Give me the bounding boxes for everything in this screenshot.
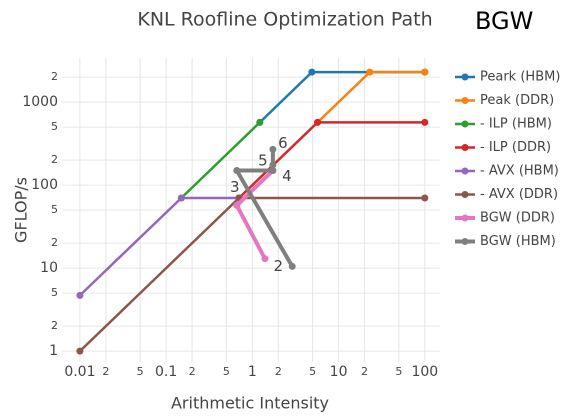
point xyxy=(366,68,374,76)
point xyxy=(421,194,429,202)
legend-label: Peak (DDR) xyxy=(480,93,554,108)
x-tick-label: 2 xyxy=(361,365,368,378)
series-line xyxy=(79,196,240,297)
x-tick-label: 1 xyxy=(248,364,257,380)
legend-label: - AVX (DDR) xyxy=(480,187,558,202)
point xyxy=(233,201,241,209)
legend-label: Peark (HBM) xyxy=(480,70,560,85)
x-tick-label: 0.1 xyxy=(155,364,177,380)
point-label: 2 xyxy=(273,257,283,275)
point xyxy=(233,167,241,175)
x-tick-label: 5 xyxy=(395,365,402,378)
x-tick-label: 5 xyxy=(223,365,230,378)
y-tick-label: 2 xyxy=(51,236,58,249)
legend-marker xyxy=(461,214,469,222)
legend-marker xyxy=(461,167,469,175)
legend-marker xyxy=(461,120,469,128)
point xyxy=(261,255,269,263)
point xyxy=(421,68,429,76)
point xyxy=(177,194,185,202)
x-tick-label: 2 xyxy=(189,365,196,378)
legend-marker xyxy=(461,238,469,245)
legend-marker xyxy=(461,73,469,81)
x-tick-label: 2 xyxy=(275,365,282,378)
point-label: 6 xyxy=(278,134,288,152)
point xyxy=(256,118,264,126)
point xyxy=(76,291,84,299)
legend-label: - AVX (HBM) xyxy=(480,164,559,179)
point xyxy=(421,118,429,126)
point xyxy=(288,262,296,270)
legend-marker xyxy=(461,97,469,104)
y-tick-label: 1 xyxy=(49,343,58,359)
x-tick-label: 100 xyxy=(411,364,438,380)
x-axis-title: Arithmetic Intensity xyxy=(171,394,329,413)
y-tick-label: 2 xyxy=(51,70,58,83)
y-tick-label: 100 xyxy=(31,177,58,193)
legend-label: - ILP (DDR) xyxy=(480,140,551,155)
y-tick-label: 5 xyxy=(51,286,58,299)
legend-marker xyxy=(461,144,469,151)
legend-label: BGW (HBM) xyxy=(480,234,556,249)
point xyxy=(269,145,277,153)
x-tick-label: 5 xyxy=(137,365,144,378)
point-label: 5 xyxy=(258,151,268,169)
series-line xyxy=(316,70,425,124)
y-tick-label: 10 xyxy=(40,260,58,276)
y-tick-label: 5 xyxy=(51,120,58,133)
point xyxy=(269,167,277,175)
y-tick-label: 2 xyxy=(51,319,58,332)
point-label: 4 xyxy=(282,167,292,185)
x-tick-label: 2 xyxy=(102,365,109,378)
chart-subtitle: BGW xyxy=(475,7,533,35)
legend-marker xyxy=(461,191,469,198)
legend-label: BGW (DDR) xyxy=(480,211,555,226)
y-tick-label: 2 xyxy=(51,153,58,166)
x-tick-label: 10 xyxy=(330,364,348,380)
chart-title: KNL Roofline Optimization Path xyxy=(137,9,432,31)
point xyxy=(308,68,316,76)
point xyxy=(269,161,277,169)
y-tick-label: 5 xyxy=(51,203,58,216)
point xyxy=(76,347,84,355)
y-axis-title: GFLOP/s xyxy=(12,177,31,243)
x-tick-label: 0.01 xyxy=(64,364,95,380)
point xyxy=(314,118,322,126)
series-line xyxy=(180,121,261,199)
x-tick-label: 5 xyxy=(309,365,316,378)
point-label: 3 xyxy=(230,178,240,196)
legend-label: - ILP (HBM) xyxy=(480,117,552,132)
y-tick-label: 1000 xyxy=(22,94,58,110)
